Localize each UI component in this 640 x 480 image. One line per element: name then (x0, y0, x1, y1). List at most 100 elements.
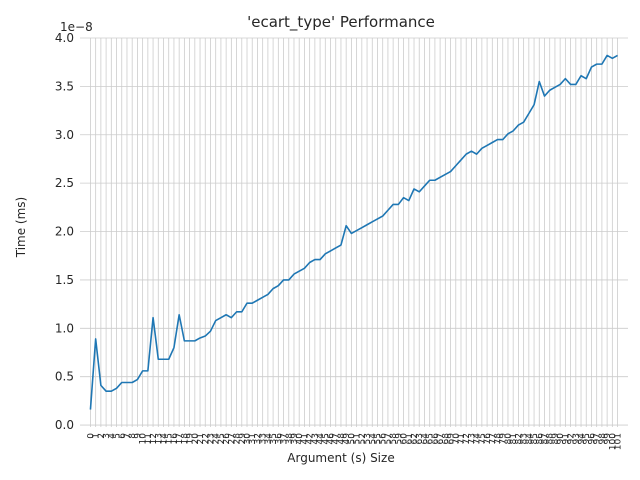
x-tick-label: 87 (540, 433, 550, 444)
x-tick-label: 3 (102, 433, 112, 439)
y-tick-label: 2.0 (55, 225, 74, 239)
x-tick-label: 13 (154, 433, 164, 444)
x-tick-label: 68 (441, 433, 451, 445)
x-tick-label: 94 (577, 433, 587, 445)
x-tick-label: 18 (180, 433, 190, 445)
x-tick-label: 90 (556, 433, 566, 445)
x-tick-label: 27 (227, 433, 237, 444)
x-tick-label: 60 (400, 433, 410, 445)
x-tick-label: 37 (280, 433, 290, 444)
x-tick-label: 71 (457, 433, 467, 444)
x-tick-label: 64 (420, 433, 430, 445)
x-tick-label: 69 (447, 433, 457, 445)
x-tick-label: 46 (327, 433, 337, 445)
x-tick-label: 93 (572, 433, 582, 444)
x-tick-label: 33 (259, 433, 269, 444)
x-tick-label: 61 (405, 433, 415, 444)
x-tick-label: 47 (332, 433, 342, 444)
x-tick-label: 8 (128, 433, 138, 439)
x-tick-label: 50 (347, 433, 357, 445)
x-tick-label: 28 (233, 433, 243, 445)
x-tick-label: 32 (253, 433, 263, 444)
x-tick-label: 56 (379, 433, 389, 445)
x-tick-label: 89 (551, 433, 561, 445)
x-tick-label: 17 (175, 433, 185, 444)
x-tick-label: 7 (123, 433, 133, 439)
x-tick-label: 75 (478, 433, 488, 444)
x-tick-label: 62 (410, 433, 420, 444)
x-tick-label: 80 (504, 433, 514, 445)
x-tick-label: 98 (598, 433, 608, 445)
y-tick-label: 1.5 (55, 273, 74, 287)
x-tick-label: 0 (86, 433, 96, 439)
y-tick-label: 3.0 (55, 128, 74, 142)
x-tick-label: 70 (452, 433, 462, 445)
x-tick-label: 38 (285, 433, 295, 445)
x-tick-label: 22 (201, 433, 211, 444)
x-tick-label: 6 (118, 433, 128, 439)
x-tick-label: 82 (514, 433, 524, 444)
x-tick-label: 53 (363, 433, 373, 444)
x-tick-label: 74 (473, 433, 483, 445)
x-tick-label: 88 (546, 433, 556, 445)
x-tick-label: 96 (587, 433, 597, 445)
x-tick-label: 45 (321, 433, 331, 444)
x-tick-label: 1 (92, 433, 102, 439)
x-tick-label: 20 (191, 433, 201, 445)
x-tick-label: 51 (353, 433, 363, 444)
x-tick-label: 35 (269, 433, 279, 444)
x-tick-label: 54 (368, 433, 378, 445)
x-tick-label: 16 (170, 433, 180, 445)
x-tick-label: 31 (248, 433, 258, 444)
x-axis-label: Argument (s) Size (287, 451, 394, 465)
x-tick-label: 63 (415, 433, 425, 444)
x-tick-label: 59 (394, 433, 404, 445)
x-tick-label: 65 (426, 433, 436, 444)
x-tick-label: 101 (614, 433, 624, 450)
x-tick-label: 77 (488, 433, 498, 444)
x-tick-label: 100 (608, 433, 618, 450)
x-tick-label: 26 (222, 433, 232, 445)
gridlines (80, 37, 628, 427)
y-tick-label: 1.0 (55, 321, 74, 335)
x-tick-labels: 0123456789101112131415161718192021222324… (86, 433, 623, 450)
x-tick-label: 73 (467, 433, 477, 444)
x-tick-label: 24 (212, 433, 222, 445)
x-tick-label: 81 (509, 433, 519, 444)
x-tick-label: 49 (342, 433, 352, 445)
x-tick-label: 83 (520, 433, 530, 444)
x-tick-label: 25 (217, 433, 227, 444)
x-tick-label: 67 (436, 433, 446, 444)
x-tick-label: 14 (160, 433, 170, 445)
x-tick-label: 92 (567, 433, 577, 444)
x-tick-label: 2 (97, 433, 107, 439)
x-tick-label: 15 (165, 433, 175, 444)
x-tick-label: 86 (535, 433, 545, 445)
x-tick-label: 84 (525, 433, 535, 445)
x-tick-label: 40 (295, 433, 305, 445)
x-tick-label: 30 (243, 433, 253, 445)
x-tick-label: 52 (358, 433, 368, 444)
x-tick-label: 29 (238, 433, 248, 445)
x-tick-label: 23 (206, 433, 216, 444)
x-tick-label: 85 (530, 433, 540, 444)
x-tick-label: 10 (139, 433, 149, 445)
x-tick-label: 42 (306, 433, 316, 444)
x-tick-label: 91 (561, 433, 571, 444)
x-tick-label: 57 (384, 433, 394, 444)
chart-title: 'ecart_type' Performance (247, 13, 435, 32)
x-tick-label: 21 (196, 433, 206, 444)
y-tick-labels: 0.0 0.5 1.0 1.5 2.0 2.5 3.0 3.5 4.0 (55, 31, 74, 432)
y-tick-label: 0.5 (55, 370, 74, 384)
y-tick-label: 2.5 (55, 176, 74, 190)
x-tick-label: 12 (149, 433, 159, 444)
x-tick-label: 19 (186, 433, 196, 445)
x-tick-label: 39 (290, 433, 300, 445)
x-tick-label: 9 (133, 433, 143, 439)
x-tick-label: 76 (483, 433, 493, 445)
x-tick-label: 36 (274, 433, 284, 445)
y-tick-label: 0.0 (55, 418, 74, 432)
x-tick-label: 4 (107, 433, 117, 439)
x-tick-label: 55 (373, 433, 383, 444)
x-tick-label: 78 (494, 433, 504, 445)
